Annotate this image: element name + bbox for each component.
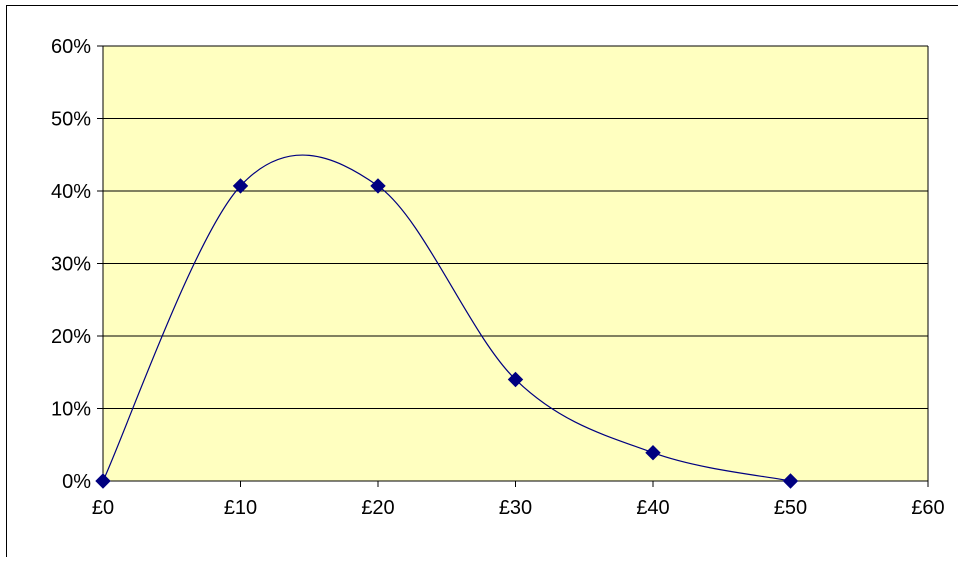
x-tick-label: £40 [636,497,669,519]
y-tick-label: 40% [51,181,91,203]
x-tick-label: £10 [224,497,257,519]
y-tick-label: 0% [62,471,91,493]
y-tick-label: 20% [51,326,91,348]
data-point-marker [370,178,386,194]
y-axis-tick-labels: 0% 10% 20% 30% 40% 50% 60% [51,36,91,493]
x-tick-label: £20 [361,497,394,519]
x-tick-label: £30 [499,497,532,519]
y-tick-label: 10% [51,399,91,421]
x-tick-label: £50 [774,497,807,519]
x-axis-tick-labels: £0 £10 £20 £30 £40 £50 £60 [92,497,945,519]
y-tick-label: 50% [51,109,91,131]
data-point-marker [645,445,661,461]
y-tick-label: 30% [51,254,91,276]
data-point-marker [95,473,111,489]
x-tick-label: £0 [92,497,114,519]
data-point-marker [232,178,249,194]
data-point-marker [507,371,524,388]
data-point-marker [782,473,799,489]
y-tick-label: 60% [51,36,91,58]
data-markers [95,178,799,489]
x-tick-label: £60 [911,497,944,519]
